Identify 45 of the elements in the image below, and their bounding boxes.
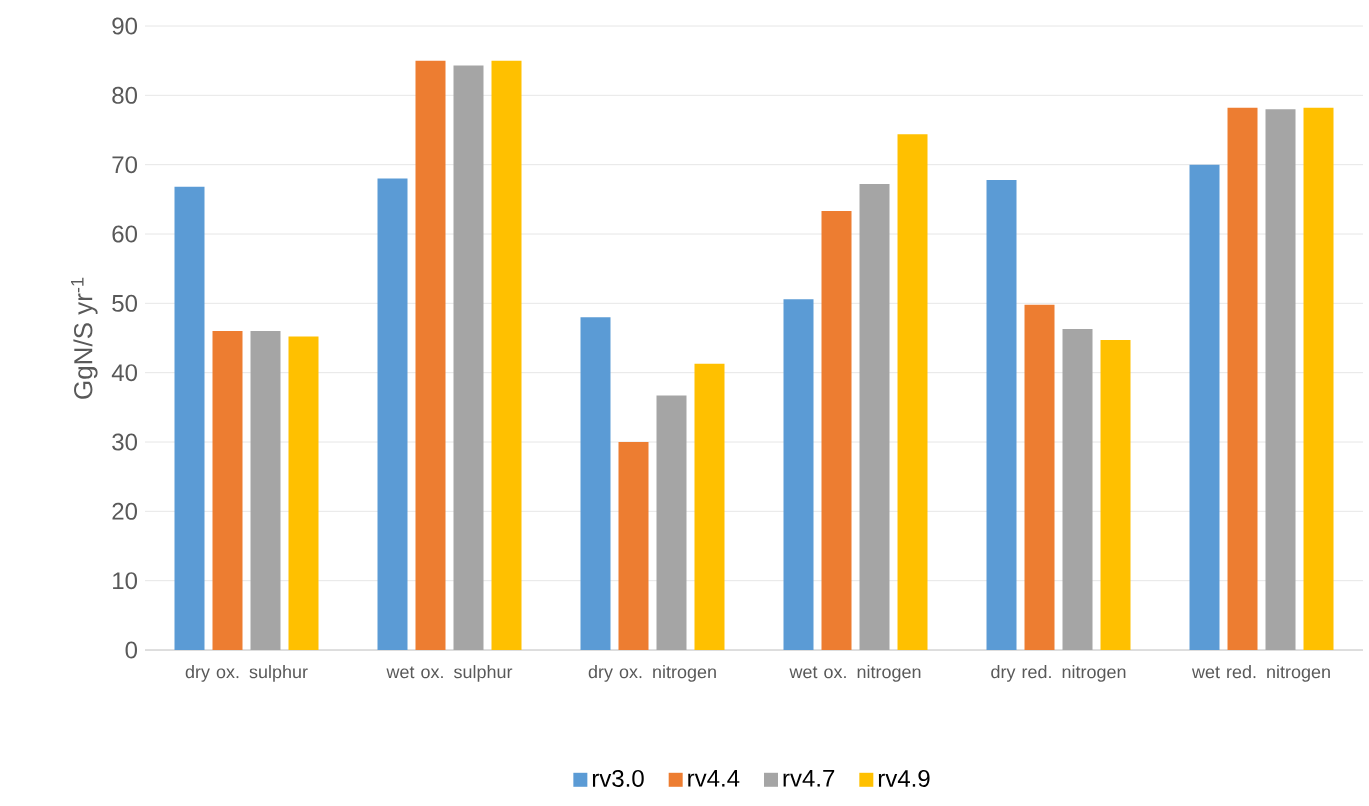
bar [1062,328,1093,650]
y-axis-title: GgN/S yr$^{-1}$ [71,277,98,399]
y-tick-label: 0 [125,641,138,659]
y-tick-label: 40 [111,364,138,382]
bar [491,60,522,650]
bar [453,65,484,650]
legend-label: rv4.4 [688,770,740,787]
x-tick-label: dry ox. sulphur [185,665,308,682]
y-tick-label: 60 [112,225,138,243]
bar [288,336,319,650]
y-tick-label: 10 [113,572,138,590]
y-tick-label: 30 [112,433,138,451]
y-tick-label: 90 [112,17,138,35]
bar [1303,107,1334,650]
bar [618,442,649,650]
x-tick-label: wet ox. sulphur [386,665,513,682]
bar [1024,304,1055,650]
bar [656,395,687,650]
y-tick-label: 70 [112,156,138,174]
bar [415,60,446,650]
bar [174,186,205,650]
bar [580,317,611,650]
legend-label: rv4.9 [878,769,930,787]
bar [859,184,890,650]
bar [897,134,928,650]
y-tick-label: 80 [112,86,138,104]
x-tick-label: wet ox. nitrogen [789,665,921,682]
legend-label: rv4.7 [783,770,835,787]
bar [986,179,1017,650]
y-tick-label: 50 [112,294,138,312]
bar [1227,107,1258,650]
x-tick-label: dry red. nitrogen [991,665,1126,682]
legend-label: rv3.0 [592,769,644,787]
x-tick-label: wet red. nitrogen [1191,665,1330,682]
bar [250,331,281,650]
bar [377,178,408,650]
bar [1265,109,1296,650]
bar [1189,164,1220,650]
x-tick-label: dry ox. nitrogen [588,665,716,682]
bar [212,331,243,650]
bar [1100,340,1131,650]
y-tick-label: 20 [112,502,138,520]
bar [694,363,725,650]
bar [783,299,814,650]
bar [821,211,852,650]
